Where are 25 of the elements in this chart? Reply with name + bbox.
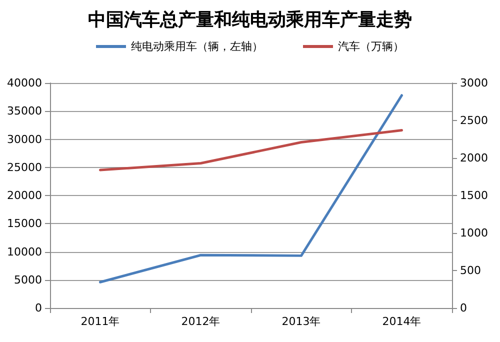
- y-tick-label: 5000: [14, 273, 42, 286]
- x-tick-label: 2011年: [80, 315, 120, 328]
- y2-tick-label: 0: [460, 302, 467, 314]
- y-tick-label: 20000: [7, 189, 42, 202]
- x-tick-label: 2012年: [181, 315, 220, 328]
- y2-tick-label: 1000: [460, 226, 488, 240]
- line-series: [99, 129, 403, 172]
- legend-label: 汽车（万辆）: [338, 40, 404, 53]
- y-tick-label: 30000: [7, 132, 42, 146]
- y-tick-label: 15000: [7, 217, 42, 230]
- x-tick-label: 2013年: [282, 315, 321, 328]
- y2-tick-label: 2000: [460, 152, 488, 164]
- y2-tick-label: 3000: [460, 76, 488, 90]
- x-tick-label: 2014年: [382, 315, 422, 328]
- y-tick-label: 40000: [7, 76, 42, 90]
- y2-tick-label: 2500: [460, 114, 488, 127]
- y-tick-label: 0: [35, 302, 42, 314]
- y2-tick-label: 1500: [460, 189, 488, 202]
- y2-tick-label: 500: [460, 264, 481, 277]
- y-tick-label: 25000: [7, 160, 42, 174]
- line-series: [99, 94, 403, 284]
- y-tick-label: 35000: [7, 104, 42, 118]
- legend-label: 纯电动乘用车（辆，左轴）: [131, 40, 263, 53]
- chart-title: 中国汽车总产量和纯电动乘用车产量走势: [88, 10, 412, 30]
- y-tick-label: 10000: [7, 245, 42, 258]
